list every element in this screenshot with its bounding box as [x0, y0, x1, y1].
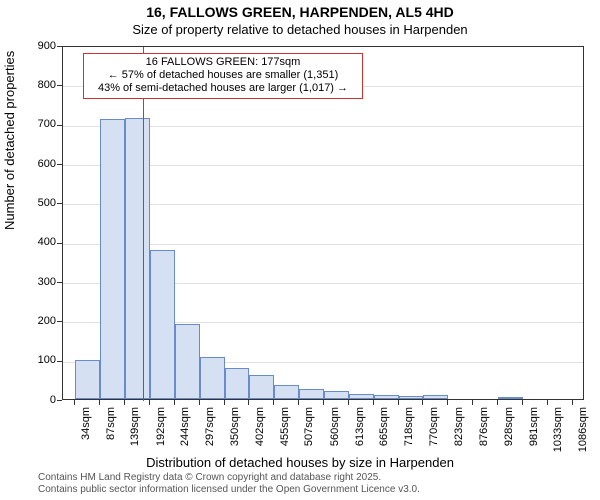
y-tick-label: 700 — [28, 118, 56, 130]
histogram-bar — [225, 368, 250, 399]
histogram-bar — [249, 375, 274, 399]
x-tick-label: 455sqm — [279, 407, 291, 457]
annotation-box: 16 FALLOWS GREEN: 177sqm ← 57% of detach… — [83, 53, 363, 99]
highlight-line — [143, 47, 144, 401]
x-axis-label: Distribution of detached houses by size … — [0, 455, 600, 470]
footnote-line1: Contains HM Land Registry data © Crown c… — [38, 472, 420, 484]
histogram-bar — [399, 396, 424, 399]
y-axis-label: Number of detached properties — [2, 51, 17, 230]
y-tick-label: 400 — [28, 236, 56, 248]
x-tick-mark — [323, 400, 324, 405]
y-tick-mark — [57, 85, 62, 86]
y-tick-label: 300 — [28, 276, 56, 288]
y-tick-mark — [57, 282, 62, 283]
histogram-bar — [150, 250, 175, 399]
y-tick-mark — [57, 203, 62, 204]
annotation-line3: 43% of semi-detached houses are larger (… — [88, 82, 358, 95]
x-tick-mark — [572, 400, 573, 405]
histogram-bar — [349, 394, 374, 399]
y-tick-label: 600 — [28, 158, 56, 170]
histogram-bar — [75, 360, 100, 399]
y-tick-mark — [57, 243, 62, 244]
histogram-bar — [423, 395, 448, 399]
x-tick-mark — [199, 400, 200, 405]
x-tick-label: 613sqm — [354, 407, 366, 457]
y-tick-label: 500 — [28, 197, 56, 209]
x-tick-mark — [447, 400, 448, 405]
x-tick-label: 1086sqm — [577, 407, 589, 457]
x-tick-mark — [99, 400, 100, 405]
x-tick-mark — [149, 400, 150, 405]
x-tick-mark — [398, 400, 399, 405]
x-tick-label: 34sqm — [80, 407, 92, 457]
x-tick-mark — [472, 400, 473, 405]
histogram-bar — [299, 389, 324, 399]
y-tick-mark — [57, 125, 62, 126]
histogram-bar — [498, 397, 523, 399]
x-tick-label: 507sqm — [303, 407, 315, 457]
footnote: Contains HM Land Registry data © Crown c… — [38, 472, 420, 496]
histogram-bar — [324, 391, 349, 399]
x-tick-label: 665sqm — [378, 407, 390, 457]
x-tick-label: 402sqm — [254, 407, 266, 457]
chart-container: 16, FALLOWS GREEN, HARPENDEN, AL5 4HD Si… — [0, 0, 600, 500]
y-tick-label: 0 — [28, 394, 56, 406]
histogram-bar — [200, 357, 225, 399]
x-tick-mark — [373, 400, 374, 405]
x-tick-mark — [298, 400, 299, 405]
x-tick-label: 139sqm — [129, 407, 141, 457]
y-tick-mark — [57, 400, 62, 401]
x-tick-label: 718sqm — [403, 407, 415, 457]
y-tick-label: 900 — [28, 40, 56, 52]
x-tick-label: 981sqm — [528, 407, 540, 457]
x-tick-label: 192sqm — [155, 407, 167, 457]
histogram-bar — [100, 119, 125, 399]
histogram-bar — [125, 118, 150, 399]
x-tick-mark — [522, 400, 523, 405]
x-tick-mark — [124, 400, 125, 405]
chart-subtitle: Size of property relative to detached ho… — [0, 22, 600, 37]
y-tick-mark — [57, 164, 62, 165]
annotation-line1: 16 FALLOWS GREEN: 177sqm — [88, 56, 358, 69]
x-tick-mark — [273, 400, 274, 405]
x-tick-mark — [547, 400, 548, 405]
y-tick-label: 800 — [28, 79, 56, 91]
x-tick-label: 297sqm — [204, 407, 216, 457]
y-tick-label: 200 — [28, 315, 56, 327]
x-tick-mark — [497, 400, 498, 405]
y-tick-label: 100 — [28, 354, 56, 366]
y-tick-mark — [57, 361, 62, 362]
histogram-bar — [274, 385, 299, 399]
histogram-bar — [374, 395, 399, 399]
x-tick-mark — [174, 400, 175, 405]
x-tick-label: 823sqm — [453, 407, 465, 457]
plot-area: 16 FALLOWS GREEN: 177sqm ← 57% of detach… — [62, 46, 584, 400]
x-tick-label: 87sqm — [105, 407, 117, 457]
x-tick-mark — [74, 400, 75, 405]
histogram-bar — [175, 324, 200, 399]
x-tick-label: 244sqm — [179, 407, 191, 457]
chart-title: 16, FALLOWS GREEN, HARPENDEN, AL5 4HD — [0, 4, 600, 20]
x-tick-label: 350sqm — [229, 407, 241, 457]
footnote-line2: Contains public sector information licen… — [38, 484, 420, 496]
x-tick-label: 770sqm — [428, 407, 440, 457]
x-tick-label: 560sqm — [329, 407, 341, 457]
x-tick-mark — [224, 400, 225, 405]
y-tick-mark — [57, 46, 62, 47]
x-tick-mark — [248, 400, 249, 405]
x-tick-label: 928sqm — [503, 407, 515, 457]
x-tick-label: 876sqm — [478, 407, 490, 457]
x-tick-label: 1033sqm — [552, 407, 564, 457]
x-tick-mark — [422, 400, 423, 405]
y-tick-mark — [57, 321, 62, 322]
x-tick-mark — [348, 400, 349, 405]
annotation-line2: ← 57% of detached houses are smaller (1,… — [88, 69, 358, 82]
